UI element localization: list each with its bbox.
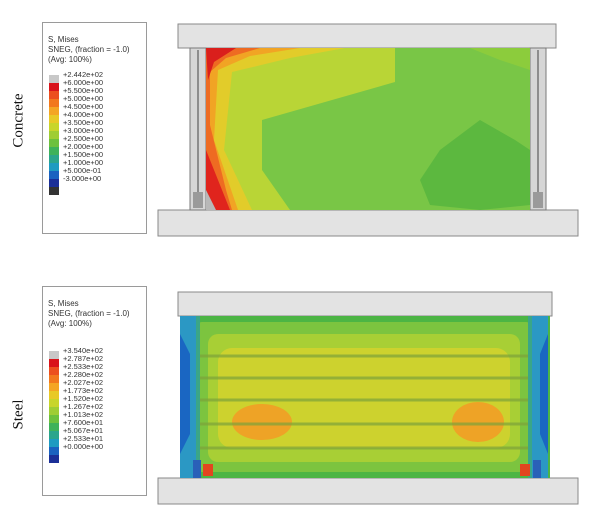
legend-value: +1.267e+02 [63,402,104,411]
legend-swatch [49,107,59,115]
legend-title-line: SNEG, (fraction = -1.0) [48,45,130,54]
steel-panel: Steel S, Mises SNEG, (fraction = -1.0) (… [0,264,600,528]
legend-swatch [49,415,59,423]
legend-swatch [49,391,59,399]
legend-value: +3.540e+02 [63,346,104,355]
legend-swatch [49,359,59,367]
legend-swatch [49,99,59,107]
legend-value: +2.280e+02 [63,370,104,379]
legend-value: +2.442e+02 [63,70,104,79]
legend-swatch [49,399,59,407]
legend-swatch [49,163,59,171]
legend-swatch [49,431,59,439]
legend-swatch [49,375,59,383]
legend-title: S, Mises SNEG, (fraction = -1.0) (Avg: 1… [48,299,130,329]
legend-value: +2.500e+00 [63,134,104,143]
concrete-panel: Concrete S, Mises SNEG, (fraction = -1.0… [11,22,579,237]
legend-title-line: (Avg: 100%) [48,319,92,328]
legend-value: +5.067e+01 [63,426,104,435]
legend-title-line: S, Mises [48,35,79,44]
legend-value: +2.027e+02 [63,378,104,387]
legend-swatch [49,83,59,91]
legend-value: +2.787e+02 [63,354,104,363]
legend-swatch [49,147,59,155]
legend-value: -3.000e+00 [63,174,102,183]
legend-swatch [49,123,59,131]
steel-legend: S, Mises SNEG, (fraction = -1.0) (Avg: 1… [42,286,147,496]
legend-value: +3.500e+00 [63,118,104,127]
legend-swatch [49,179,59,187]
legend-swatch [49,139,59,147]
legend-value: +4.000e+00 [63,110,104,119]
legend-swatch [49,187,59,195]
legend-swatch [49,155,59,163]
legend-value: +3.000e+00 [63,126,104,135]
legend-value: +1.520e+02 [63,394,104,403]
legend-value: +0.000e+00 [63,442,104,451]
steel-contour-plot [157,291,579,505]
legend-value: +2.533e+01 [63,434,104,443]
legend-swatch [49,91,59,99]
legend-title-line: (Avg: 100%) [48,55,92,64]
legend-value: +1.500e+00 [63,150,104,159]
legend-value: +1.013e+02 [63,410,104,419]
legend-value: +1.000e+00 [63,158,104,167]
legend-value: +5.000e+00 [63,94,104,103]
legend-swatch [49,407,59,415]
legend-swatch [49,171,59,179]
legend-swatch [49,351,59,359]
legend-value: +5.000e-01 [63,166,102,175]
concrete-contour-plot [157,23,579,237]
legend-swatch [49,383,59,391]
legend-value: +5.500e+00 [63,86,104,95]
concrete-legend: S, Mises SNEG, (fraction = -1.0) (Avg: 1… [42,22,147,234]
legend-value: +6.000e+00 [63,78,104,87]
legend-swatch [49,455,59,463]
legend-swatch [49,75,59,83]
legend-title-line: S, Mises [48,299,79,308]
legend-swatch [49,115,59,123]
legend-value: +7.600e+01 [63,418,104,427]
legend-title: S, Mises SNEG, (fraction = -1.0) (Avg: 1… [48,35,130,65]
legend-swatch [49,439,59,447]
legend-value: +2.000e+00 [63,142,104,151]
legend-value: +1.773e+02 [63,386,104,395]
legend-swatch [49,131,59,139]
legend-swatch [49,423,59,431]
legend-value: +2.533e+02 [63,362,104,371]
legend-value: +4.500e+00 [63,102,104,111]
legend-swatch [49,447,59,455]
legend-title-line: SNEG, (fraction = -1.0) [48,309,130,318]
legend-swatch [49,367,59,375]
